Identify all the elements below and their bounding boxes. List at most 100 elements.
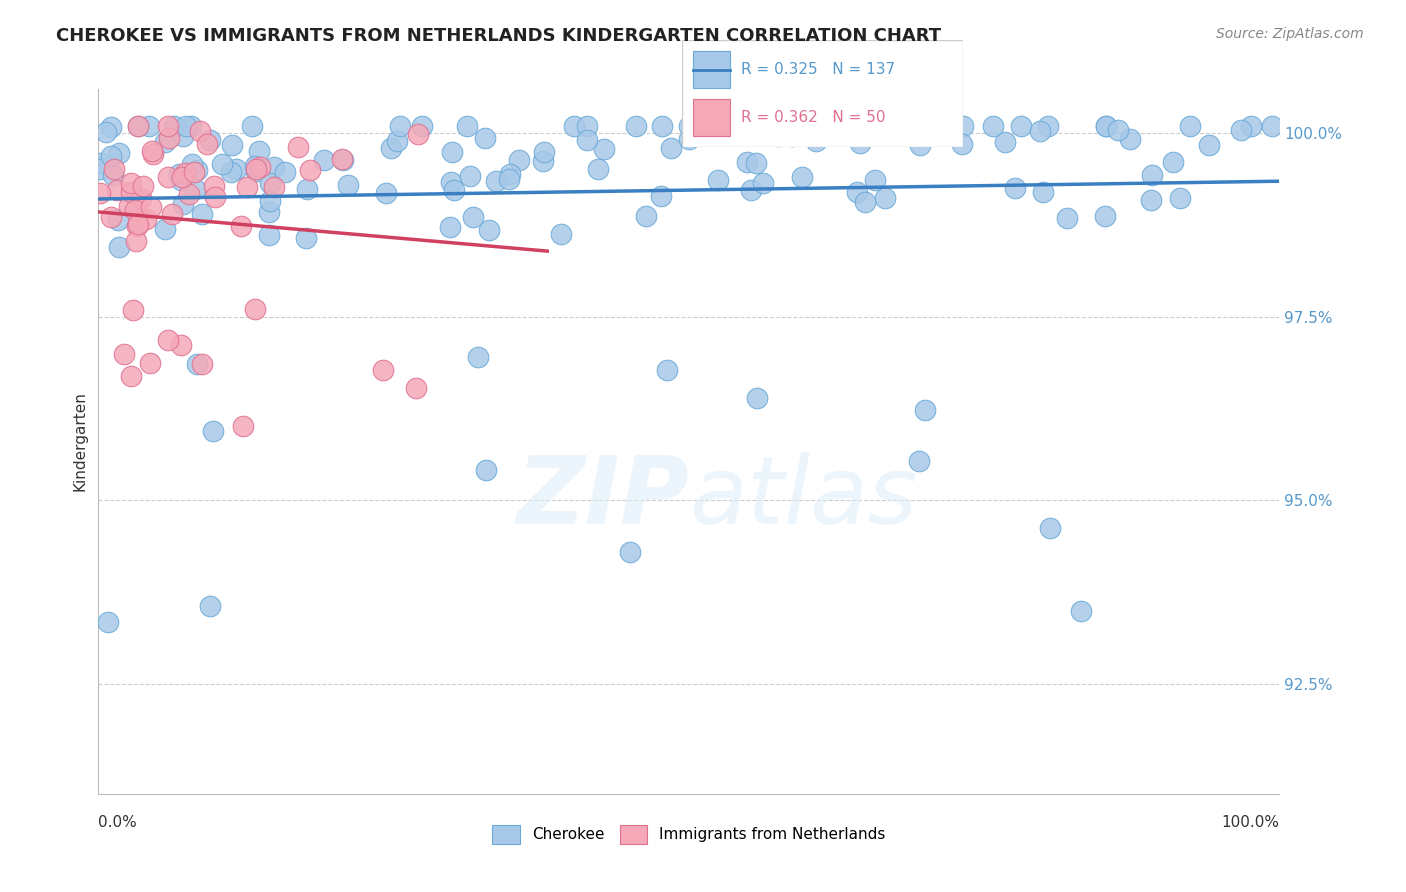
Point <box>678 131 700 145</box>
Point <box>141 145 163 159</box>
Point <box>263 160 285 174</box>
Point <box>1230 122 1253 136</box>
Point <box>219 165 242 179</box>
Point <box>456 119 478 133</box>
Point <box>257 205 280 219</box>
Point <box>1094 210 1116 224</box>
Point <box>156 333 179 347</box>
Point <box>780 128 803 143</box>
Point <box>118 199 141 213</box>
Point <box>105 183 128 197</box>
Point <box>139 356 162 370</box>
Point <box>172 128 194 143</box>
Point <box>243 159 266 173</box>
Point <box>950 136 973 151</box>
Point <box>120 369 142 384</box>
Point <box>863 173 886 187</box>
Point <box>461 211 484 225</box>
Text: Source: ZipAtlas.com: Source: ZipAtlas.com <box>1216 27 1364 41</box>
Point <box>1198 138 1220 153</box>
Point <box>107 213 129 227</box>
Point <box>1161 155 1184 169</box>
Point <box>89 186 111 200</box>
Point <box>1004 180 1026 194</box>
Text: 0.0%: 0.0% <box>98 815 138 830</box>
Point <box>707 173 730 187</box>
Point <box>312 153 335 168</box>
Point <box>186 358 208 372</box>
Point <box>914 403 936 417</box>
Point <box>160 207 183 221</box>
Point <box>651 119 673 133</box>
Point <box>243 302 266 317</box>
Point <box>533 145 555 159</box>
Point <box>752 176 775 190</box>
Point <box>198 133 221 147</box>
Point <box>121 302 143 317</box>
Point <box>467 350 489 364</box>
Point <box>180 157 202 171</box>
Point <box>576 133 599 147</box>
Point <box>478 222 501 236</box>
Point <box>1032 185 1054 199</box>
Point <box>636 209 658 223</box>
Point <box>257 227 280 242</box>
FancyBboxPatch shape <box>693 51 730 88</box>
Point <box>231 219 253 234</box>
Point <box>744 156 766 170</box>
Point <box>170 172 193 186</box>
Point <box>330 152 353 166</box>
Point <box>808 120 831 134</box>
Point <box>114 347 136 361</box>
Text: atlas: atlas <box>689 452 917 543</box>
Point <box>460 169 482 183</box>
Point <box>374 186 396 200</box>
Point <box>167 167 190 181</box>
Point <box>845 186 868 200</box>
Point <box>225 162 247 177</box>
Point <box>129 191 152 205</box>
Point <box>474 130 496 145</box>
Point <box>120 185 142 199</box>
Point <box>259 176 281 190</box>
Point <box>406 127 429 141</box>
Point <box>120 176 142 190</box>
Point <box>508 153 530 168</box>
Point <box>89 162 111 177</box>
Point <box>475 463 498 477</box>
Point <box>332 153 354 168</box>
Point <box>177 187 200 202</box>
Point <box>153 222 176 236</box>
Point <box>441 145 464 160</box>
Point <box>298 162 321 177</box>
Point <box>191 207 214 221</box>
Point <box>97 615 120 629</box>
Point <box>263 180 285 194</box>
Point <box>411 119 433 133</box>
Point <box>1056 211 1078 225</box>
Point <box>127 219 149 234</box>
Point <box>259 194 281 208</box>
Point <box>174 166 197 180</box>
Point <box>204 190 226 204</box>
Y-axis label: Kindergarten: Kindergarten <box>72 392 87 491</box>
Point <box>498 171 520 186</box>
Point <box>796 123 818 137</box>
Point <box>1039 521 1062 535</box>
Point <box>274 164 297 178</box>
Point <box>981 119 1004 133</box>
Point <box>195 137 218 152</box>
Point <box>172 170 194 185</box>
Point <box>775 119 797 133</box>
Point <box>908 454 931 468</box>
FancyBboxPatch shape <box>693 99 730 136</box>
Point <box>862 122 884 136</box>
Point <box>221 138 243 153</box>
Text: ZIP: ZIP <box>516 452 689 544</box>
Point <box>1240 119 1263 133</box>
Point <box>139 200 162 214</box>
Point <box>1119 132 1142 146</box>
Point <box>202 179 225 194</box>
Point <box>156 119 179 133</box>
Point <box>202 424 225 438</box>
